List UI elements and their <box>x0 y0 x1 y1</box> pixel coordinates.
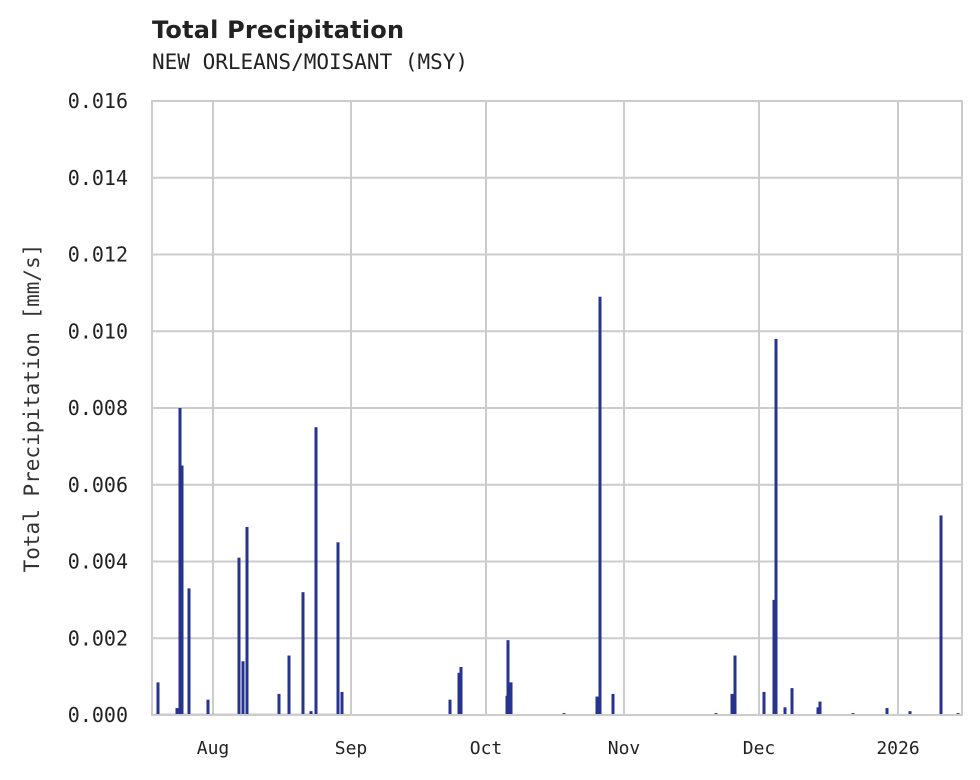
x-tick-label: Oct <box>470 738 503 759</box>
x-tick-label: Nov <box>608 738 641 759</box>
precip-bar <box>790 688 794 715</box>
precip-bar <box>336 542 340 715</box>
precip-bar <box>509 682 513 715</box>
precip-bar <box>730 693 734 715</box>
precip-bar <box>309 711 313 715</box>
y-tick-label: 0.012 <box>68 243 128 267</box>
precip-bar <box>277 693 281 715</box>
y-tick-label: 0.000 <box>68 703 128 727</box>
x-tick-label: 2026 <box>876 738 919 759</box>
precip-bar <box>241 661 245 715</box>
precip-bar <box>772 599 776 715</box>
y-axis-ticks: 0.000 0.002 0.004 0.006 0.008 0.010 0.012 0.014… <box>68 89 128 727</box>
precip-bar <box>939 515 943 715</box>
y-tick-label: 0.002 <box>68 626 128 650</box>
precip-bar <box>237 557 241 715</box>
precip-bar <box>156 682 160 715</box>
precip-bar <box>301 592 305 715</box>
precip-bar <box>762 691 766 715</box>
precip-bar <box>595 696 599 715</box>
precip-bar <box>175 708 179 715</box>
chart-title: Total Precipitation <box>152 16 405 44</box>
y-tick-label: 0.006 <box>68 473 128 497</box>
y-tick-label: 0.008 <box>68 396 128 420</box>
precip-bar <box>245 526 249 715</box>
precip-bar <box>818 701 822 715</box>
precip-bar <box>340 691 344 715</box>
precip-bar <box>178 408 182 715</box>
chart-subtitle: NEW ORLEANS/MOISANT (MSY) <box>152 50 469 74</box>
precip-bar <box>598 296 602 715</box>
precip-bar <box>733 655 737 715</box>
y-tick-label: 0.004 <box>68 550 128 574</box>
x-tick-label: Aug <box>197 738 230 759</box>
x-axis-ticks: Aug Sep Oct Nov Dec 2026 <box>197 738 920 759</box>
precip-bar <box>459 667 463 715</box>
precip-bar <box>457 672 461 715</box>
y-tick-label: 0.010 <box>68 319 128 343</box>
bar-series <box>155 296 960 715</box>
precip-bar <box>783 707 787 715</box>
precip-bar <box>774 338 778 715</box>
precip-bar <box>611 693 615 715</box>
precip-bar <box>314 427 318 715</box>
plot-frame <box>151 100 963 716</box>
y-tick-label: 0.016 <box>68 89 128 113</box>
precip-bar <box>816 707 820 715</box>
precip-bar <box>908 711 912 715</box>
x-tick-label: Sep <box>335 738 368 759</box>
precip-bar <box>180 465 184 715</box>
precip-bar <box>187 588 191 715</box>
y-tick-label: 0.014 <box>68 166 128 190</box>
x-tick-label: Dec <box>743 738 776 759</box>
precip-bar <box>506 640 510 715</box>
grid-lines <box>152 100 962 716</box>
precip-bar <box>885 708 889 715</box>
precip-bar <box>287 655 291 715</box>
precip-bar <box>206 699 210 715</box>
precip-bar <box>448 699 452 715</box>
